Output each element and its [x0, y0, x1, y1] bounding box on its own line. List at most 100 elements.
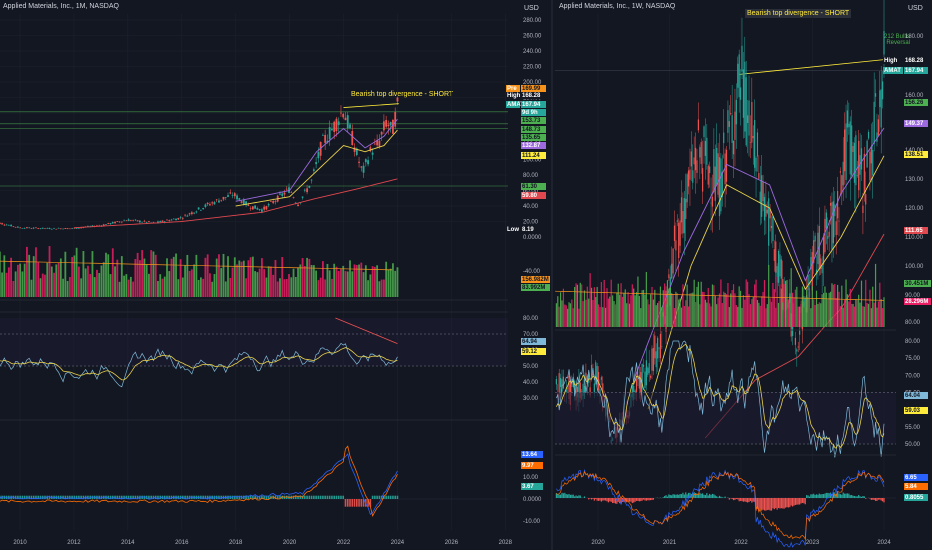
left-macd-histogram-bar	[107, 495, 110, 499]
right-candle-body	[706, 137, 708, 165]
right-candle-body	[567, 387, 569, 389]
right-macd-histogram-bar	[600, 498, 602, 502]
left-macd-histogram-bar	[261, 495, 263, 499]
left-candle-body	[322, 135, 324, 136]
left-x-tick: 2012	[67, 540, 81, 546]
left-volume-bar	[32, 256, 35, 297]
left-price-label-key: AMAT	[507, 102, 524, 108]
right-macd-histogram-bar	[716, 496, 718, 498]
right-volume-bar	[748, 294, 750, 327]
right-volume-bar	[883, 297, 885, 327]
right-macd-histogram-bar	[676, 494, 678, 498]
right-macd-histogram-bar	[748, 498, 750, 503]
left-candle-body	[324, 134, 327, 143]
right-candle-body	[763, 197, 766, 221]
right-volume-bar	[766, 304, 768, 327]
right-candle-body	[780, 259, 782, 279]
right-candle-body	[775, 241, 777, 273]
left-volume-bar	[260, 258, 263, 297]
left-macd-signal-line	[0, 445, 398, 517]
left-candle-body	[186, 215, 189, 217]
right-candle-body	[777, 250, 780, 283]
right-candle-body	[592, 374, 594, 376]
right-macd-histogram-bar	[671, 495, 673, 498]
left-volume-bar	[199, 277, 202, 297]
right-volume-bar	[567, 308, 569, 327]
right-macd-histogram-bar	[797, 498, 799, 505]
left-volume-bar	[342, 265, 345, 297]
left-macd-histogram-bar	[346, 499, 349, 507]
left-macd-histogram-bar	[285, 495, 288, 499]
left-volume-bar	[195, 254, 198, 297]
left-volume-bar	[96, 269, 98, 297]
right-volume-bar	[574, 286, 576, 327]
right-volume-bar	[855, 299, 857, 327]
left-candle-body	[333, 121, 336, 132]
left-volume-bar	[265, 277, 268, 297]
left-candle-body	[317, 152, 320, 159]
right-volume-bar	[634, 295, 636, 327]
left-macd-histogram-bar	[32, 495, 35, 499]
right-volume-bar	[687, 306, 690, 327]
right-volume-bar	[731, 290, 733, 327]
right-candle-body	[671, 263, 673, 279]
left-rsi-signal	[0, 347, 398, 381]
left-candle-body	[1, 223, 3, 225]
left-candle-body	[290, 192, 293, 193]
right-volume-bar	[810, 308, 812, 327]
right-candle-body	[822, 237, 825, 265]
left-volume-bar	[242, 260, 245, 297]
left-macd-histogram-bar	[127, 495, 130, 499]
right-price-label-bg	[904, 99, 928, 106]
right-candle-body	[728, 121, 730, 127]
left-volume-bar	[337, 271, 340, 297]
right-macd-histogram-bar	[876, 498, 878, 501]
right-volume-bar	[780, 288, 782, 327]
right-volume-bar	[758, 302, 760, 327]
right-candle-body	[558, 373, 560, 400]
right-volume-bar	[749, 304, 752, 327]
left-candle-body	[358, 161, 360, 163]
right-candle-body	[734, 111, 736, 140]
left-candle-body	[202, 207, 205, 210]
right-macd-histogram-bar	[874, 498, 877, 501]
left-macd-histogram-bar	[14, 495, 17, 499]
right-macd-histogram-bar	[820, 494, 822, 498]
left-macd-histogram-bar	[374, 495, 376, 499]
left-x-tick: 2010	[13, 540, 27, 546]
left-volume-bar	[7, 267, 10, 297]
right-price-tick: 90.00	[905, 293, 921, 299]
right-volume-bar	[686, 284, 688, 327]
right-macd-histogram-bar	[841, 494, 843, 498]
left-volume-bar	[389, 268, 392, 297]
left-macd-histogram-bar	[73, 495, 76, 499]
right-volume-bar	[841, 285, 843, 327]
right-candle-body	[851, 125, 853, 176]
left-volume-bar	[190, 269, 193, 297]
right-macd-histogram-bar	[832, 492, 834, 498]
right-candle-body	[796, 349, 798, 352]
left-macd-histogram-bar	[186, 495, 189, 499]
right-macd-histogram-bar	[763, 498, 766, 511]
right-macd-histogram-bar	[583, 496, 586, 498]
left-macd-line	[0, 453, 398, 516]
left-candle-body	[211, 202, 214, 204]
right-volume-bar	[560, 292, 562, 327]
left-candle-body	[35, 227, 37, 229]
right-candle-body	[880, 89, 882, 128]
left-macd-label: 13.64	[522, 452, 538, 458]
right-macd-histogram-bar	[634, 498, 636, 502]
right-macd-histogram-bar	[834, 492, 836, 498]
right-volume-bar	[628, 303, 631, 327]
right-volume-bar	[697, 281, 699, 327]
left-candle-body	[177, 217, 180, 220]
right-macd-histogram-bar	[557, 494, 559, 498]
right-candle-body	[735, 99, 737, 125]
left-price-label-value: 111.24	[522, 153, 540, 159]
left-volume-bar	[231, 267, 234, 297]
left-moving-average-line	[235, 118, 398, 202]
right-macd-histogram-bar	[807, 495, 809, 498]
right-volume-bar	[825, 292, 827, 327]
left-price-label-bg	[521, 126, 546, 133]
